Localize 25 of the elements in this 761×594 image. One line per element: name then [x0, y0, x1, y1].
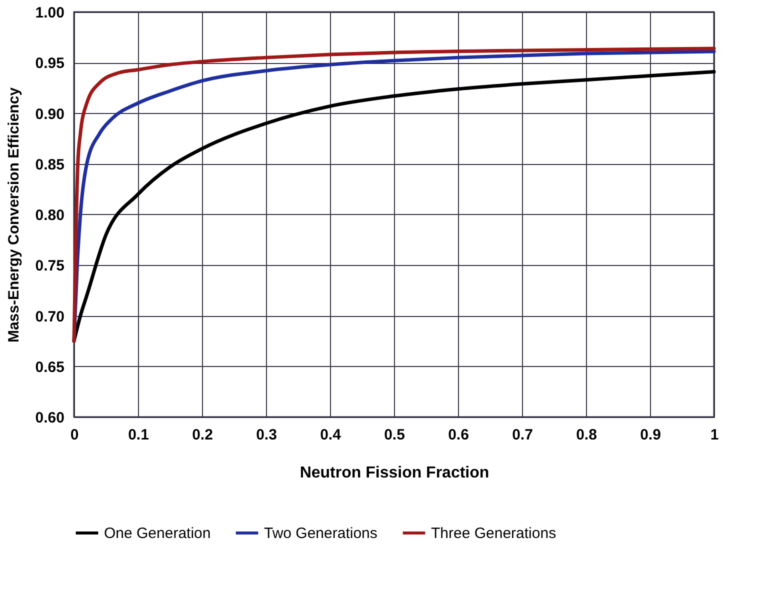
x-tick-label: 0.3 — [256, 426, 277, 444]
y-tick-label: 0.80 — [35, 207, 64, 224]
x-tick-label: 0.2 — [192, 426, 213, 444]
y-axis-title: Mass-Energy Conversion Efficiency — [5, 86, 22, 343]
y-tick-label: 0.75 — [35, 258, 64, 275]
y-tick-label: 0.95 — [35, 55, 64, 72]
y-tick-label: 0.70 — [35, 308, 64, 326]
x-tick-label: 0.9 — [640, 426, 661, 444]
x-tick-label: 0.7 — [512, 426, 533, 444]
x-axis-title: Neutron Fission Fraction — [300, 464, 490, 482]
x-tick-label: 0.4 — [320, 426, 342, 444]
x-tick-label: 0 — [70, 426, 79, 444]
y-tick-label: 0.85 — [35, 156, 64, 174]
x-tick-label: 0.5 — [384, 426, 405, 444]
y-tick-label: 0.90 — [35, 106, 64, 123]
legend-label: Three Generations — [431, 525, 556, 542]
y-tick-label: 0.60 — [35, 410, 64, 426]
legend-label: Two Generations — [264, 525, 378, 542]
y-tick-label: 1.00 — [35, 4, 64, 22]
x-tick-label: 0.1 — [128, 426, 149, 444]
x-tick-label: 1 — [710, 426, 719, 444]
y-tick-label: 0.65 — [35, 358, 64, 376]
x-tick-label: 0.6 — [448, 426, 469, 444]
legend-label: One Generation — [104, 525, 211, 542]
x-tick-label: 0.8 — [576, 426, 597, 444]
